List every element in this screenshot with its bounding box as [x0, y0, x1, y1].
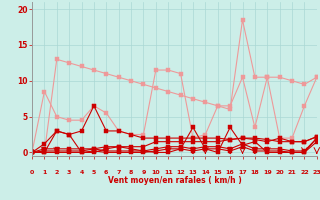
- X-axis label: Vent moyen/en rafales ( km/h ): Vent moyen/en rafales ( km/h ): [108, 176, 241, 185]
